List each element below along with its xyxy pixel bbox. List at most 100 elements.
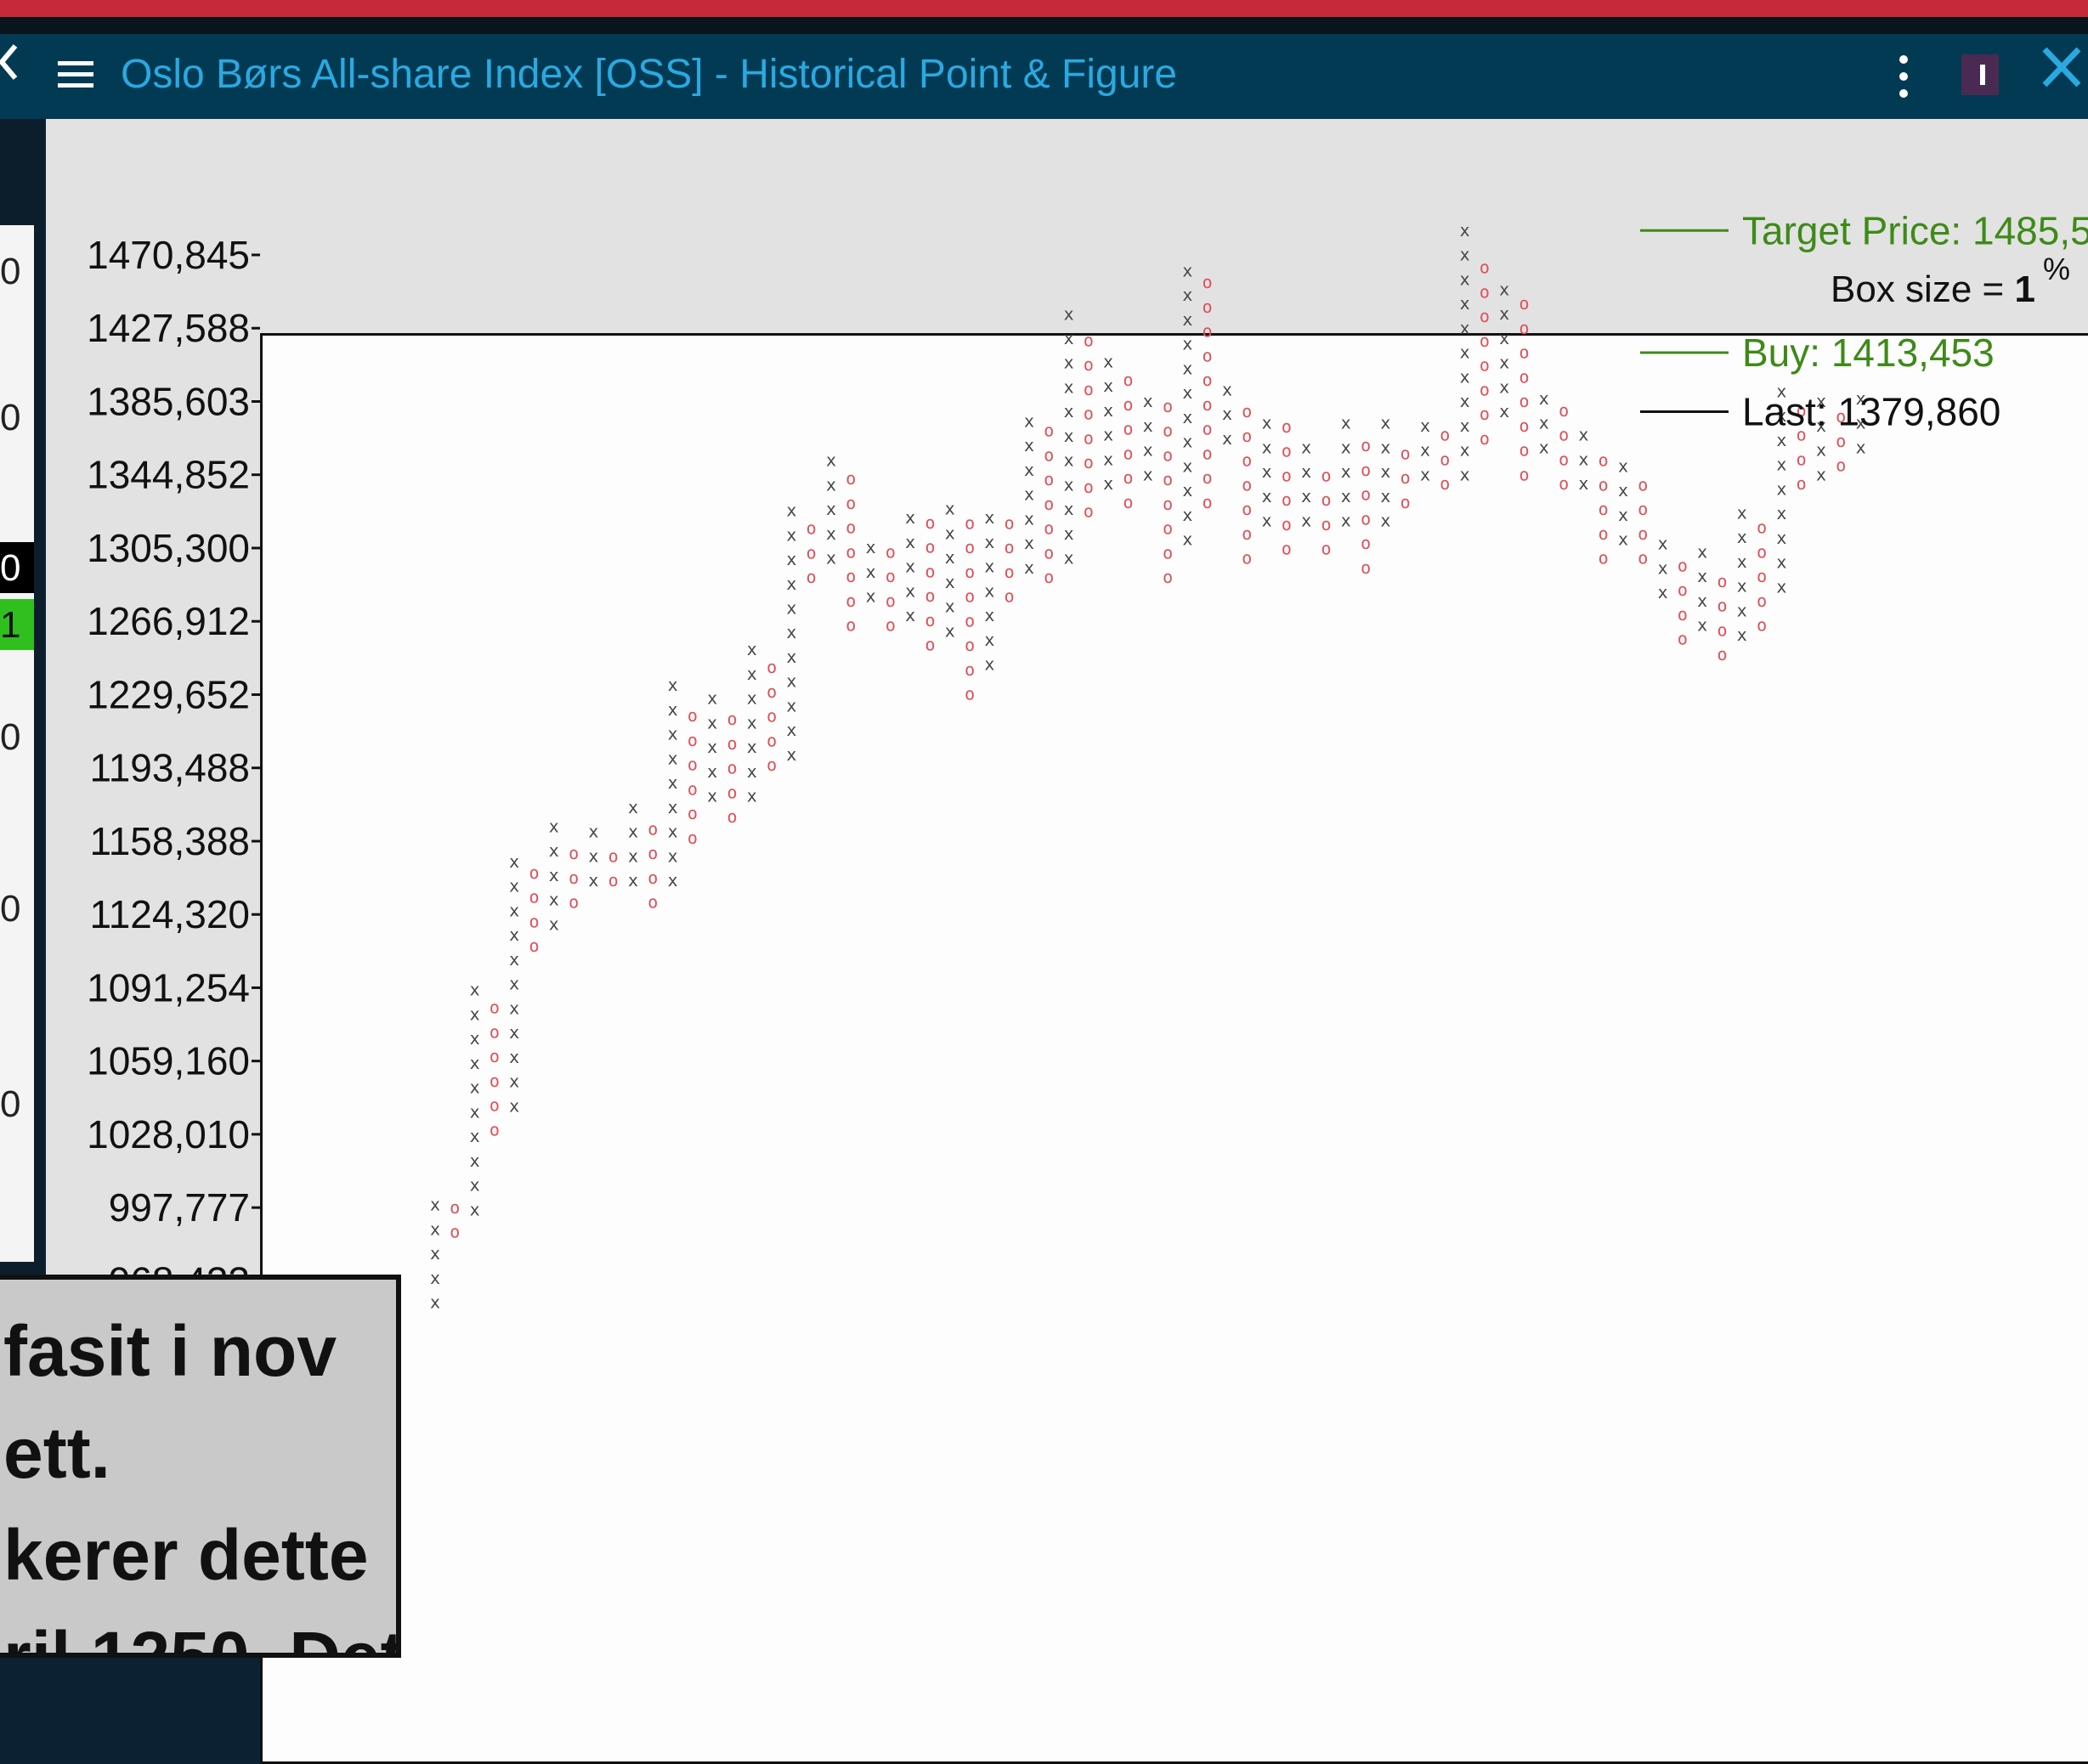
pnf-x-box: x	[1420, 464, 1430, 484]
pnf-x-box: x	[1816, 440, 1826, 461]
pnf-x-box: x	[1064, 303, 1074, 324]
pnf-x-box: x	[826, 523, 836, 544]
pnf-x-box: x	[470, 1199, 480, 1219]
target-price-line-label: Target Price: 1485,554	[1742, 208, 2088, 252]
pnf-o-box: o	[1202, 321, 1213, 342]
pnf-o-box: o	[1242, 474, 1252, 495]
pnf-o-box: o	[1044, 542, 1054, 563]
pnf-o-box: o	[1757, 591, 1767, 611]
pnf-x-box: x	[1064, 353, 1074, 373]
app-top-accent-bar	[0, 0, 2088, 17]
pnf-x-box: x	[1816, 464, 1826, 484]
pnf-o-box: o	[806, 518, 817, 539]
close-icon[interactable]	[2041, 46, 2082, 88]
pnf-x-box: x	[1182, 529, 1192, 550]
pnf-x-box: x	[1024, 533, 1034, 553]
pnf-x-box: x	[905, 580, 915, 601]
pnf-x-box: x	[786, 597, 796, 618]
pnf-x-box: x	[1776, 405, 1786, 426]
pnf-x-box: x	[707, 786, 717, 806]
pnf-x-box: x	[905, 605, 915, 625]
pnf-o-box: o	[846, 517, 856, 538]
pnf-o-box: o	[1163, 518, 1173, 539]
pnf-x-box: x	[1499, 401, 1509, 421]
pnf-o-box: o	[806, 542, 817, 563]
pnf-x-box: x	[984, 507, 994, 528]
pnf-o-box: o	[688, 778, 698, 799]
pnf-x-box: x	[668, 772, 678, 793]
pnf-x-box: x	[1460, 416, 1470, 436]
y-tick-label: 1028,010	[87, 1112, 250, 1156]
pnf-o-box: o	[965, 586, 975, 607]
pnf-x-box: x	[747, 664, 757, 684]
pnf-o-box: o	[1282, 441, 1292, 461]
window-layout-icon[interactable]	[1961, 54, 1999, 95]
pnf-o-box: o	[1519, 318, 1529, 338]
pnf-o-box: o	[1519, 293, 1529, 314]
hamburger-menu-icon[interactable]	[58, 58, 93, 92]
pnf-x-box: x	[1737, 551, 1747, 572]
pnf-o-box: o	[727, 758, 737, 778]
pnf-o-box: o	[965, 659, 975, 680]
pnf-o-box: o	[1559, 400, 1569, 421]
pnf-x-box: x	[1380, 413, 1390, 433]
pnf-o-box: o	[1361, 557, 1371, 578]
pnf-o-box: o	[1202, 345, 1213, 365]
pnf-x-box: x	[1856, 413, 1866, 433]
box-size-value: 1	[2014, 269, 2035, 310]
pnf-o-box: o	[1519, 342, 1529, 363]
pnf-x-box: x	[628, 870, 638, 890]
pnf-x-box: x	[1341, 413, 1351, 433]
pnf-o-box: o	[1440, 449, 1450, 469]
pnf-x-box: x	[1460, 342, 1470, 363]
pnf-x-box: x	[1460, 245, 1470, 265]
pnf-x-box: x	[1262, 461, 1272, 482]
pnf-x-box: x	[866, 562, 876, 582]
pnf-x-box: x	[1182, 455, 1192, 476]
chart-window-content: Box size = 1 % 1470,845 1427,588 1385,603 1…	[46, 119, 2088, 1764]
pnf-o-box: o	[965, 562, 975, 582]
pnf-o-box: o	[1400, 443, 1411, 463]
pnf-x-box: x	[1380, 437, 1390, 457]
vertical-dots-icon[interactable]	[1895, 53, 1912, 100]
pnf-o-box: o	[727, 806, 737, 827]
pnf-x-box: x	[1658, 534, 1668, 554]
pnf-x-box: x	[707, 712, 717, 732]
pnf-o-box: o	[1242, 426, 1252, 446]
pnf-o-box: o	[965, 537, 975, 557]
pnf-o-box: o	[1519, 416, 1529, 436]
pnf-o-box: o	[688, 828, 698, 848]
pnf-x-box: x	[1064, 328, 1074, 348]
pnf-x-box: x	[1697, 615, 1707, 636]
pnf-x-box: x	[984, 580, 994, 601]
pnf-x-box: x	[1103, 351, 1113, 371]
pnf-o-box: o	[1004, 562, 1015, 582]
pnf-chart-plot-area[interactable]	[260, 333, 2088, 1764]
pnf-x-box: x	[1658, 582, 1668, 602]
pnf-o-box: o	[1638, 474, 1648, 495]
pnf-o-box: o	[1242, 548, 1252, 568]
pnf-o-box: o	[1202, 492, 1213, 512]
pnf-o-box: o	[1044, 518, 1054, 539]
pnf-x-box: x	[826, 548, 836, 568]
y-tick-label: 997,777	[109, 1185, 250, 1230]
pnf-o-box: o	[1163, 542, 1173, 563]
note-line: ril 1250. Det	[3, 1617, 401, 1658]
pnf-x-box: x	[1460, 464, 1470, 484]
pnf-x-box: x	[984, 630, 994, 650]
pnf-x-box: x	[786, 720, 796, 740]
pnf-x-box: x	[786, 695, 796, 715]
pnf-x-box: x	[628, 797, 638, 817]
box-size-unit: %	[2043, 252, 2071, 286]
pnf-o-box: o	[489, 1071, 500, 1091]
pnf-o-box: o	[1757, 517, 1767, 538]
chevron-left-icon[interactable]	[0, 42, 19, 82]
pnf-x-box: x	[1103, 473, 1113, 494]
pnf-o-box: o	[1480, 281, 1490, 302]
pnf-x-box: x	[668, 748, 678, 768]
pnf-x-box: x	[509, 1022, 519, 1043]
pnf-x-box: x	[1064, 376, 1074, 397]
pnf-x-box: x	[1301, 486, 1311, 506]
pnf-o-box: o	[648, 868, 658, 888]
pnf-x-box: x	[826, 499, 836, 519]
